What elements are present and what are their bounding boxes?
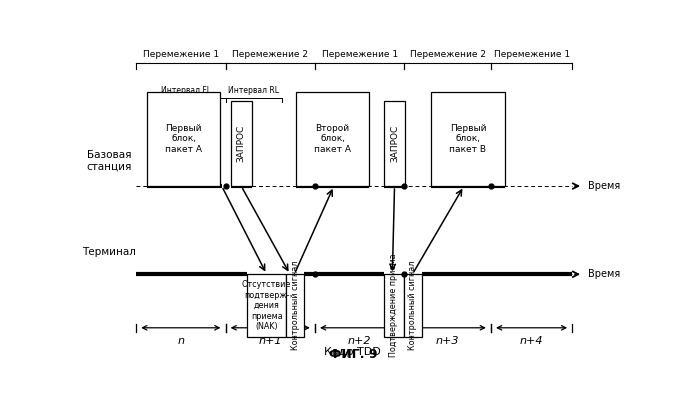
Text: n+2: n+2 — [348, 336, 371, 346]
Text: Первый
блок,
пакет А: Первый блок, пакет А — [165, 124, 202, 154]
Text: Перемежение 1: Перемежение 1 — [322, 50, 398, 59]
FancyBboxPatch shape — [404, 274, 421, 337]
Text: n: n — [178, 336, 185, 346]
Text: Время: Время — [589, 269, 621, 279]
Text: n+4: n+4 — [520, 336, 543, 346]
Text: Время: Время — [589, 181, 621, 191]
Text: Перемежение 2: Перемежение 2 — [410, 50, 486, 59]
Text: ЗАПРОС: ЗАПРОС — [390, 125, 399, 162]
FancyBboxPatch shape — [147, 92, 220, 186]
Text: Первый
блок,
пакет В: Первый блок, пакет В — [449, 124, 487, 154]
FancyBboxPatch shape — [286, 274, 304, 337]
Text: Кадр TDD: Кадр TDD — [324, 347, 381, 357]
Text: Второй
блок,
пакет А: Второй блок, пакет А — [314, 124, 351, 154]
FancyBboxPatch shape — [247, 274, 286, 337]
Text: ФИГ. 9: ФИГ. 9 — [329, 348, 377, 361]
Text: Контрольный сигнал: Контрольный сигнал — [291, 261, 300, 351]
Text: n+1: n+1 — [259, 336, 282, 346]
Text: Перемежение 1: Перемежение 1 — [493, 50, 570, 59]
FancyBboxPatch shape — [384, 274, 404, 337]
FancyBboxPatch shape — [384, 101, 405, 186]
FancyBboxPatch shape — [431, 92, 505, 186]
FancyBboxPatch shape — [296, 92, 369, 186]
Text: Интервал FL: Интервал FL — [161, 86, 211, 95]
Text: Перемежение 2: Перемежение 2 — [232, 50, 308, 59]
Text: Контрольный сигнал: Контрольный сигнал — [408, 261, 417, 351]
Text: Отсутствие
подтверж-
дения
приема
(NAK): Отсутствие подтверж- дения приема (NAK) — [242, 281, 291, 331]
FancyBboxPatch shape — [231, 101, 252, 186]
Text: Терминал: Терминал — [82, 247, 136, 257]
Text: Базовая
станция: Базовая станция — [87, 150, 131, 172]
Text: ЗАПРОС: ЗАПРОС — [237, 125, 246, 162]
Text: Подтверждение приема: Подтверждение приема — [389, 254, 398, 357]
Text: Перемежение 1: Перемежение 1 — [143, 50, 219, 59]
Text: n+3: n+3 — [436, 336, 459, 346]
Text: Интервал RL: Интервал RL — [229, 86, 280, 95]
